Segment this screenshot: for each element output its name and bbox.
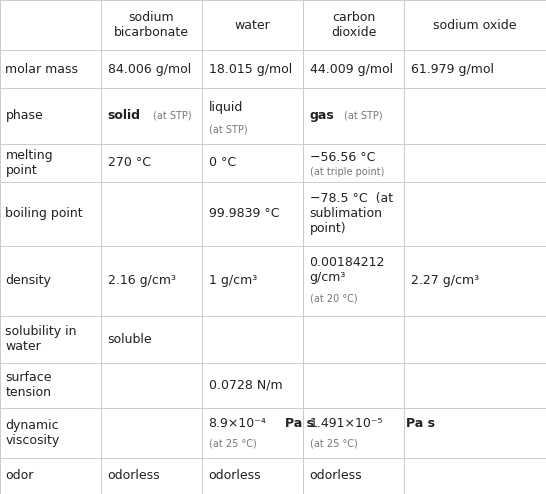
Text: (at 20 °C): (at 20 °C): [310, 293, 357, 303]
Text: odorless: odorless: [209, 469, 261, 482]
Text: 18.015 g/mol: 18.015 g/mol: [209, 63, 292, 76]
Text: (at STP): (at STP): [344, 111, 383, 121]
Text: sodium oxide: sodium oxide: [434, 19, 517, 32]
Text: (at triple point): (at triple point): [310, 167, 384, 177]
Text: boiling point: boiling point: [5, 207, 83, 220]
Text: solubility in
water: solubility in water: [5, 325, 77, 353]
Text: density: density: [5, 274, 51, 287]
Text: 61.979 g/mol: 61.979 g/mol: [411, 63, 494, 76]
Text: molar mass: molar mass: [5, 63, 79, 76]
Text: phase: phase: [5, 110, 43, 123]
Text: liquid: liquid: [209, 101, 243, 114]
Text: 2.16 g/cm³: 2.16 g/cm³: [108, 274, 176, 287]
Text: gas: gas: [310, 110, 334, 123]
Text: 84.006 g/mol: 84.006 g/mol: [108, 63, 191, 76]
Text: 8.9×10⁻⁴: 8.9×10⁻⁴: [209, 417, 266, 430]
Text: solid: solid: [108, 110, 140, 123]
Text: water: water: [235, 19, 270, 32]
Text: dynamic
viscosity: dynamic viscosity: [5, 419, 60, 447]
Text: odorless: odorless: [310, 469, 362, 482]
Text: melting
point: melting point: [5, 149, 53, 177]
Text: 0.00184212
g/cm³: 0.00184212 g/cm³: [310, 256, 385, 284]
Text: 0.0728 N/m: 0.0728 N/m: [209, 379, 282, 392]
Text: 2.27 g/cm³: 2.27 g/cm³: [411, 274, 479, 287]
Text: −56.56 °C: −56.56 °C: [310, 151, 375, 164]
Text: 99.9839 °C: 99.9839 °C: [209, 207, 279, 220]
Text: sodium
bicarbonate: sodium bicarbonate: [114, 11, 189, 39]
Text: carbon
dioxide: carbon dioxide: [331, 11, 376, 39]
Text: 1 g/cm³: 1 g/cm³: [209, 274, 257, 287]
Text: 44.009 g/mol: 44.009 g/mol: [310, 63, 393, 76]
Text: (at 25 °C): (at 25 °C): [209, 439, 256, 449]
Text: Pa s: Pa s: [406, 417, 435, 430]
Text: surface
tension: surface tension: [5, 371, 52, 399]
Text: odorless: odorless: [108, 469, 160, 482]
Text: −78.5 °C  (at
sublimation
point): −78.5 °C (at sublimation point): [310, 192, 393, 235]
Text: (at STP): (at STP): [209, 125, 247, 135]
Text: odor: odor: [5, 469, 34, 482]
Text: 1.491×10⁻⁵: 1.491×10⁻⁵: [310, 417, 383, 430]
Text: (at STP): (at STP): [153, 111, 192, 121]
Text: 0 °C: 0 °C: [209, 156, 236, 169]
Text: Pa s: Pa s: [285, 417, 314, 430]
Text: 270 °C: 270 °C: [108, 156, 151, 169]
Text: soluble: soluble: [108, 333, 152, 346]
Text: (at 25 °C): (at 25 °C): [310, 439, 357, 449]
